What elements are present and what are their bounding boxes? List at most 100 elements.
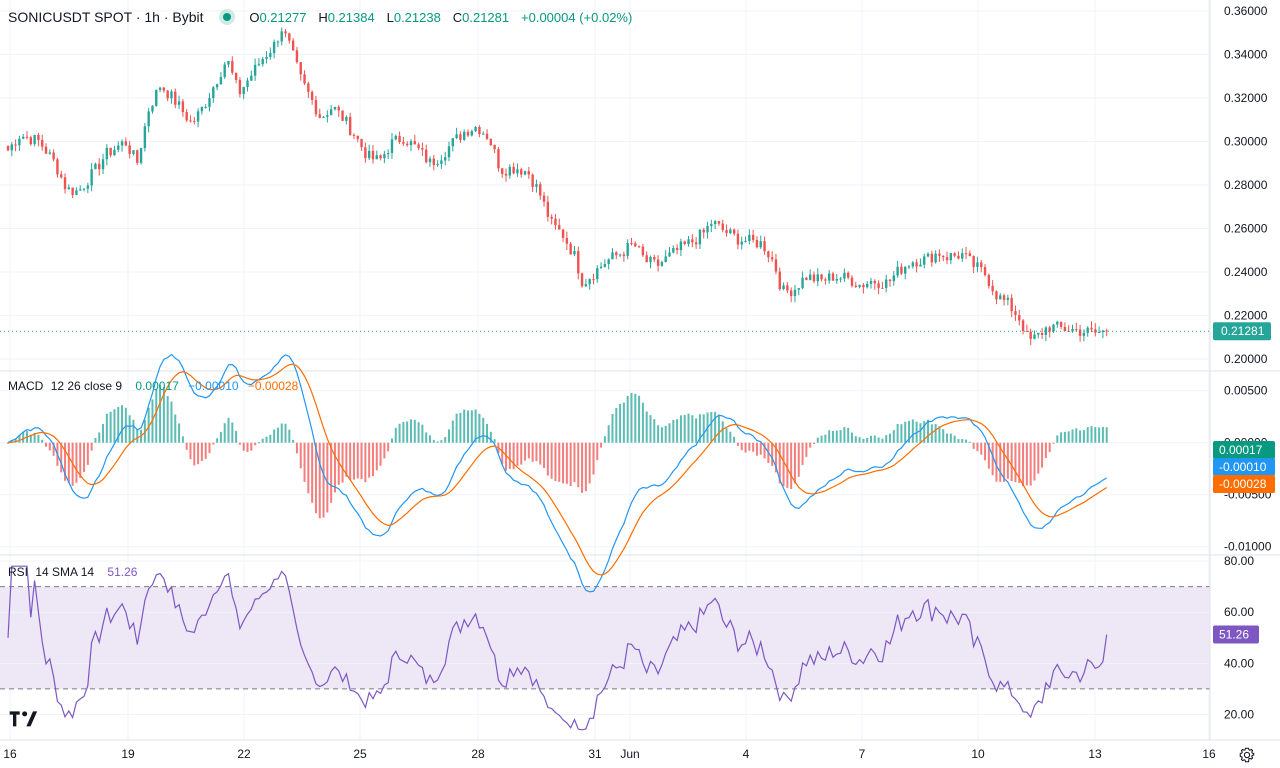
price-candle (516, 169, 519, 174)
macd-signal-line (7, 363, 1108, 576)
macd-histogram-bar (505, 442, 508, 471)
macd-histogram-bar (356, 442, 359, 479)
chart-header: SONICUSDT SPOT · 1h · Bybit O0.21277 H0.… (8, 9, 636, 25)
macd-histogram-bar (398, 423, 401, 443)
price-candle (641, 246, 645, 256)
price-candle (48, 152, 52, 154)
macd-histogram-bar (326, 442, 329, 513)
price-candle (786, 285, 789, 291)
time-axis-tick-label: 4 (743, 747, 750, 761)
price-candle (808, 274, 812, 281)
price-candle (748, 234, 751, 242)
macd-histogram-bar (7, 442, 9, 444)
macd-histogram-bar (22, 432, 25, 443)
macd-axis-tick-label: -0.01000 (1224, 540, 1272, 554)
price-candle (911, 262, 915, 267)
macd-histogram-bar (812, 442, 815, 445)
rsi-legend[interactable]: RSI 14 SMA 14 51.26 (8, 565, 137, 579)
macd-line-value: −0.00010 (188, 379, 239, 393)
price-candle (113, 149, 116, 156)
macd-histogram-bar (535, 442, 538, 462)
macd-signal-value: −0.00028 (247, 379, 299, 393)
price-candle (1078, 329, 1082, 336)
gear-icon[interactable] (1238, 746, 1256, 764)
price-candle (797, 288, 800, 290)
macd-histogram-bar (390, 438, 393, 443)
price-candle (542, 195, 546, 202)
price-candle (858, 284, 861, 287)
macd-histogram-bar (371, 442, 374, 477)
rsi-value-tag (1213, 625, 1259, 644)
macd-histogram-bar (1044, 442, 1047, 459)
macd-histogram-bar (858, 437, 861, 443)
price-axis-tick-label: 0.36000 (1224, 4, 1268, 18)
price-candle (504, 173, 508, 176)
macd-histogram-bar (805, 442, 808, 457)
macd-histogram-bar (501, 442, 504, 465)
macd-histogram-bar (508, 442, 511, 469)
price-candle (592, 279, 595, 281)
macd-hist-value: 0.00017 (135, 379, 179, 393)
price-candle (915, 262, 918, 267)
price-candle (531, 174, 534, 187)
price-candle (497, 149, 500, 169)
price-candle (250, 75, 253, 81)
macd-histogram-bar (257, 442, 260, 444)
macd-histogram-bar (847, 427, 850, 443)
price-candle (136, 150, 139, 163)
macd-histogram-bar (132, 419, 135, 443)
macd-histogram-bar (630, 392, 633, 443)
price-candle (424, 149, 428, 163)
price-candle (904, 266, 907, 274)
macd-histogram-bar (558, 442, 561, 482)
macd-histogram-bar (254, 442, 257, 446)
price-candle (1048, 327, 1051, 332)
price-candle (405, 143, 409, 146)
price-candle (702, 229, 705, 233)
macd-histogram-bar (155, 389, 158, 443)
macd-histogram-bar (672, 419, 675, 443)
macd-label: MACD (8, 379, 44, 393)
macd-value-tag-label: 0.00017 (1219, 443, 1263, 457)
macd-histogram-bar (231, 422, 234, 443)
price-candle (725, 230, 728, 234)
price-candle (337, 106, 340, 111)
macd-histogram-bar (995, 442, 998, 482)
tradingview-logo[interactable] (8, 706, 38, 730)
macd-histogram-bar (820, 435, 823, 443)
symbol-title[interactable]: SONICUSDT SPOT · 1h · Bybit (8, 9, 204, 25)
rsi-params: 14 SMA 14 (35, 565, 95, 579)
price-axis-tick-label: 0.26000 (1224, 222, 1268, 236)
price-candle (215, 84, 219, 88)
rsi-axis-tick-label: 20.00 (1224, 707, 1254, 721)
macd-histogram-bar (1063, 431, 1066, 443)
price-candle (888, 279, 892, 281)
price-candle (622, 254, 626, 256)
price-candle (527, 171, 531, 175)
price-candle (466, 131, 470, 136)
price-candle (67, 187, 71, 190)
macd-histogram-bar (1079, 430, 1082, 443)
macd-histogram-bar (782, 442, 785, 487)
macd-histogram-bar (520, 442, 523, 465)
time-axis-tick-label: 22 (237, 747, 251, 761)
macd-histogram-bar (204, 442, 207, 459)
price-candle (375, 155, 378, 160)
price-candle (972, 256, 975, 267)
time-axis-tick-label: 10 (971, 747, 985, 761)
price-candle (269, 53, 272, 57)
macd-legend[interactable]: MACD 12 26 close 9 0.00017 −0.00010 −0.0… (8, 379, 298, 393)
price-candle (732, 229, 736, 234)
macd-line (7, 353, 1108, 593)
price-candle (421, 148, 424, 150)
macd-histogram-bar (987, 442, 990, 469)
price-candle (999, 295, 1002, 300)
macd-histogram-bar (687, 413, 690, 443)
price-candle (348, 116, 352, 135)
macd-histogram-bar (1025, 442, 1028, 486)
macd-histogram-bar (755, 442, 758, 456)
price-candle (463, 131, 466, 140)
macd-histogram-bar (349, 442, 352, 480)
macd-histogram-bar (276, 427, 279, 443)
